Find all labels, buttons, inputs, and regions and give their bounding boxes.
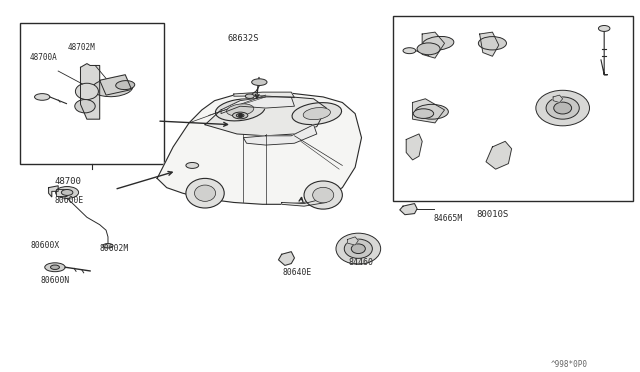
Text: 48700: 48700 — [55, 177, 82, 186]
Ellipse shape — [478, 36, 506, 50]
Text: ^998*0P0: ^998*0P0 — [551, 360, 588, 369]
Text: 80010S: 80010S — [476, 210, 509, 219]
Polygon shape — [553, 95, 563, 103]
Ellipse shape — [313, 187, 333, 203]
Text: 80602M: 80602M — [100, 244, 129, 253]
Ellipse shape — [351, 244, 365, 254]
Ellipse shape — [252, 79, 267, 86]
Ellipse shape — [422, 36, 454, 50]
Polygon shape — [422, 32, 445, 58]
Ellipse shape — [186, 163, 198, 169]
Ellipse shape — [116, 81, 135, 90]
Ellipse shape — [415, 105, 449, 119]
Ellipse shape — [195, 185, 216, 201]
Ellipse shape — [413, 109, 434, 118]
Polygon shape — [221, 97, 294, 113]
Polygon shape — [413, 99, 445, 123]
Ellipse shape — [76, 83, 99, 100]
Ellipse shape — [303, 108, 330, 120]
Text: 68632S: 68632S — [227, 34, 259, 43]
Polygon shape — [486, 141, 511, 169]
Text: 80600X: 80600X — [31, 241, 60, 250]
Ellipse shape — [403, 48, 416, 54]
Ellipse shape — [61, 189, 73, 195]
Ellipse shape — [536, 90, 589, 126]
Ellipse shape — [75, 100, 95, 113]
Ellipse shape — [344, 239, 372, 259]
Ellipse shape — [304, 181, 342, 209]
Ellipse shape — [35, 94, 50, 100]
Polygon shape — [157, 93, 362, 204]
Ellipse shape — [236, 113, 244, 117]
Polygon shape — [406, 134, 422, 160]
Text: 84460: 84460 — [349, 258, 374, 267]
Ellipse shape — [554, 102, 572, 114]
Ellipse shape — [92, 79, 132, 97]
Ellipse shape — [103, 244, 113, 248]
Ellipse shape — [45, 263, 65, 272]
Ellipse shape — [546, 97, 579, 119]
Text: 84665M: 84665M — [434, 214, 463, 223]
Polygon shape — [234, 92, 294, 98]
Polygon shape — [100, 75, 132, 95]
Text: 80600N: 80600N — [40, 276, 70, 285]
Ellipse shape — [227, 104, 254, 116]
Text: 48700A: 48700A — [29, 52, 57, 61]
Polygon shape — [348, 237, 358, 245]
Polygon shape — [479, 32, 499, 56]
Polygon shape — [81, 64, 100, 119]
Ellipse shape — [51, 265, 60, 269]
Ellipse shape — [232, 112, 248, 119]
Ellipse shape — [598, 26, 610, 31]
Ellipse shape — [336, 233, 381, 264]
Polygon shape — [205, 97, 326, 136]
Ellipse shape — [417, 43, 440, 55]
Ellipse shape — [216, 99, 265, 121]
Bar — [56, 189, 66, 196]
Text: 80640E: 80640E — [283, 268, 312, 277]
Ellipse shape — [186, 179, 224, 208]
Polygon shape — [243, 125, 317, 145]
Polygon shape — [400, 203, 417, 215]
Bar — [20, 23, 164, 164]
Polygon shape — [282, 199, 326, 206]
Ellipse shape — [245, 94, 254, 99]
Text: 48702M: 48702M — [68, 43, 95, 52]
Text: 80600E: 80600E — [55, 196, 84, 205]
Ellipse shape — [56, 186, 79, 198]
Ellipse shape — [292, 103, 342, 125]
Polygon shape — [278, 252, 294, 265]
Bar — [394, 16, 633, 201]
Polygon shape — [49, 186, 58, 197]
